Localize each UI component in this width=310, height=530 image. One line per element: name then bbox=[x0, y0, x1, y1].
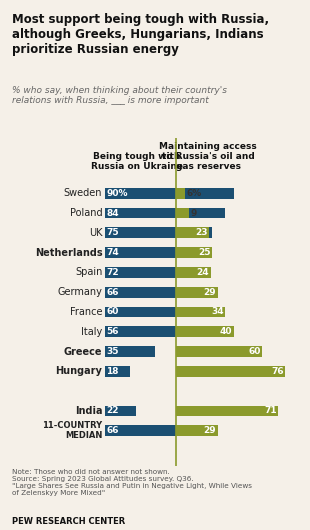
Bar bbox=[105, 267, 208, 278]
Text: Netherlands: Netherlands bbox=[35, 248, 102, 258]
Text: 60: 60 bbox=[106, 307, 119, 316]
Text: 35: 35 bbox=[106, 347, 119, 356]
Text: India: India bbox=[75, 406, 102, 416]
Text: 60: 60 bbox=[248, 347, 261, 356]
Text: Maintaining access
to Russia's oil and
gas reserves: Maintaining access to Russia's oil and g… bbox=[159, 142, 257, 171]
Text: Poland: Poland bbox=[70, 208, 102, 218]
Bar bbox=[176, 366, 285, 377]
Text: 24: 24 bbox=[197, 268, 209, 277]
Text: 40: 40 bbox=[219, 328, 232, 337]
Text: France: France bbox=[70, 307, 102, 317]
Text: 74: 74 bbox=[106, 248, 119, 257]
Text: 29: 29 bbox=[204, 426, 216, 435]
Bar bbox=[105, 425, 199, 436]
Text: 18: 18 bbox=[106, 367, 119, 376]
Text: 66: 66 bbox=[106, 288, 119, 297]
Text: 34: 34 bbox=[211, 307, 224, 316]
Text: 9: 9 bbox=[191, 208, 197, 217]
Text: UK: UK bbox=[89, 228, 102, 238]
Bar bbox=[176, 208, 189, 218]
Bar bbox=[105, 405, 136, 417]
Bar bbox=[105, 208, 225, 218]
Bar bbox=[105, 247, 211, 258]
Text: 25: 25 bbox=[198, 248, 210, 257]
Bar bbox=[176, 227, 209, 238]
Text: 90%: 90% bbox=[106, 189, 128, 198]
Text: Greece: Greece bbox=[64, 347, 102, 357]
Bar bbox=[105, 227, 212, 238]
Text: 72: 72 bbox=[106, 268, 119, 277]
Text: 56: 56 bbox=[106, 328, 119, 337]
Text: Germany: Germany bbox=[57, 287, 102, 297]
Text: Note: Those who did not answer not shown.
Source: Spring 2023 Global Attitudes s: Note: Those who did not answer not shown… bbox=[12, 469, 252, 496]
Text: PEW RESEARCH CENTER: PEW RESEARCH CENTER bbox=[12, 517, 126, 526]
Text: 23: 23 bbox=[195, 228, 208, 237]
Text: Most support being tough with Russia,
although Greeks, Hungarians, Indians
prior: Most support being tough with Russia, al… bbox=[12, 13, 269, 56]
Text: 75: 75 bbox=[106, 228, 119, 237]
Bar bbox=[176, 405, 278, 417]
Bar bbox=[105, 188, 234, 199]
Text: 11-COUNTRY
MEDIAN: 11-COUNTRY MEDIAN bbox=[42, 421, 102, 440]
Text: 6%: 6% bbox=[187, 189, 202, 198]
Bar bbox=[176, 346, 262, 357]
Bar bbox=[105, 346, 155, 357]
Bar bbox=[105, 287, 199, 298]
Text: % who say, when thinking about their country's
relations with Russia, ___ is mor: % who say, when thinking about their cou… bbox=[12, 86, 228, 105]
Bar bbox=[176, 247, 212, 258]
Text: 76: 76 bbox=[271, 367, 284, 376]
Text: Hungary: Hungary bbox=[55, 366, 102, 376]
Bar bbox=[176, 425, 218, 436]
Bar bbox=[105, 326, 185, 337]
Bar bbox=[176, 188, 185, 199]
Bar bbox=[105, 306, 191, 317]
Text: Spain: Spain bbox=[75, 268, 102, 277]
Bar bbox=[176, 326, 234, 337]
Bar bbox=[176, 306, 225, 317]
Text: 66: 66 bbox=[106, 426, 119, 435]
Text: 29: 29 bbox=[204, 288, 216, 297]
Text: 84: 84 bbox=[106, 208, 119, 217]
Bar bbox=[176, 267, 211, 278]
Bar bbox=[105, 366, 131, 377]
Text: 22: 22 bbox=[106, 407, 119, 416]
Text: Sweden: Sweden bbox=[64, 188, 102, 198]
Text: Being tough with
Russia on Ukraine: Being tough with Russia on Ukraine bbox=[91, 152, 183, 171]
Text: 71: 71 bbox=[264, 407, 277, 416]
Text: Italy: Italy bbox=[81, 327, 102, 337]
Bar bbox=[176, 287, 218, 298]
